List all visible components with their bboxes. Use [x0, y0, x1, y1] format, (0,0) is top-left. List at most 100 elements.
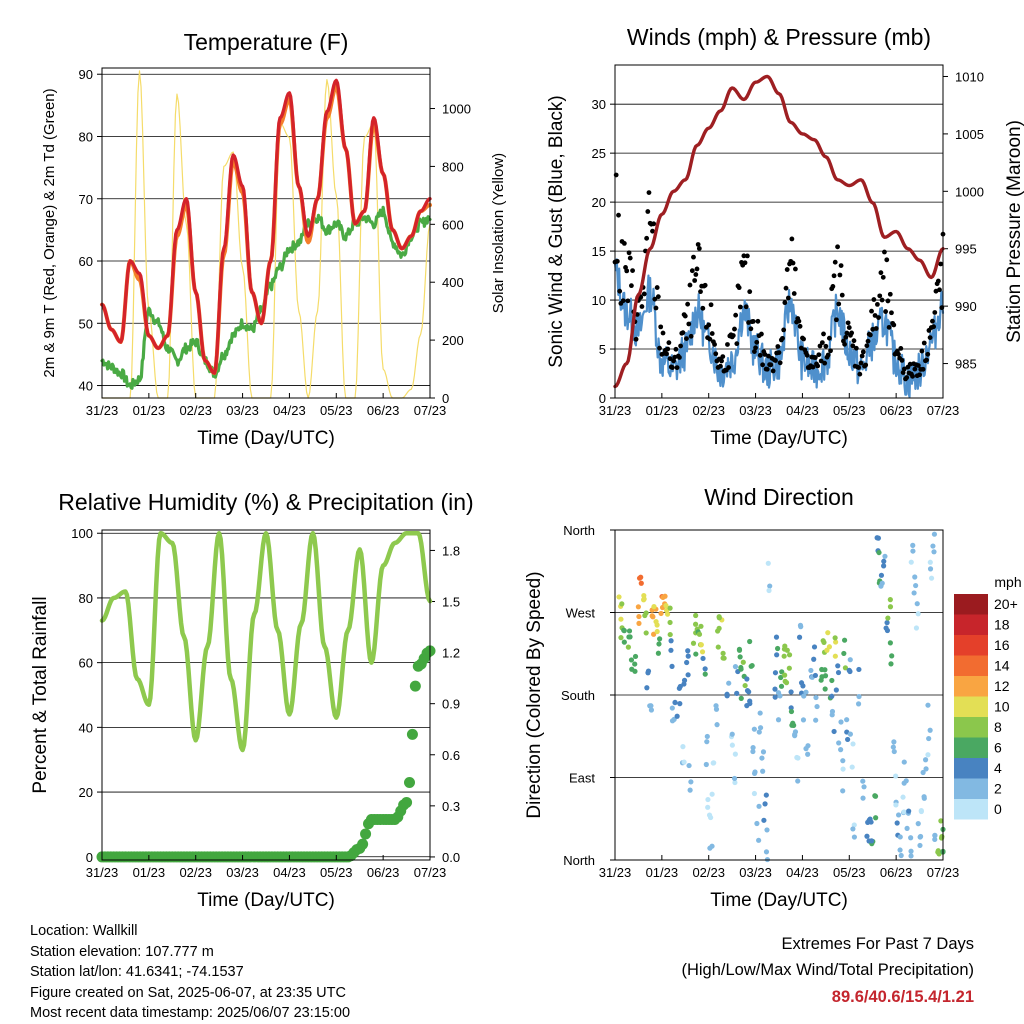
direction-point	[868, 819, 874, 825]
direction-point	[786, 652, 793, 658]
direction-point	[891, 748, 897, 755]
humidity-ytick-label: 80	[79, 591, 93, 606]
pressure-line	[613, 74, 945, 389]
legend-swatch	[954, 717, 988, 738]
winds-xtick-label: 04/23	[786, 403, 819, 418]
direction-point	[882, 553, 888, 559]
direction-point	[676, 685, 682, 691]
direction-point	[715, 644, 721, 650]
winds-xtick-label: 05/23	[833, 403, 866, 418]
direction-point	[831, 728, 837, 735]
wind-gust-point	[644, 235, 650, 241]
temperature-frame	[101, 67, 431, 399]
wind-gust-point	[859, 353, 865, 359]
direction-point	[710, 760, 716, 766]
direction-point	[644, 685, 650, 691]
direction-point	[851, 834, 858, 840]
direction-point	[800, 717, 807, 723]
wind-gust-point	[844, 330, 850, 336]
wind-gust-point	[773, 358, 778, 363]
wind-gust-point	[654, 285, 660, 290]
wind-gust-point	[863, 362, 869, 368]
wind-gust-point	[907, 361, 913, 367]
direction-point	[918, 808, 924, 815]
direction-point	[662, 593, 668, 599]
wind-gust-point	[685, 301, 691, 307]
wind-gust-point	[775, 344, 781, 349]
wind-gust-point	[876, 315, 881, 321]
legend-swatch	[954, 696, 988, 717]
winds-ytick-label: 20	[592, 195, 606, 210]
humidity-y2tick-label: 1.2	[442, 646, 460, 661]
temperature-y2tick-label: 600	[442, 217, 464, 232]
winds-y2tick-label: 995	[955, 242, 977, 257]
direction-point	[847, 731, 853, 737]
wind-gust-point	[816, 352, 822, 358]
wind-gust-point	[621, 240, 627, 246]
wind-gust-point	[838, 263, 844, 269]
direction-point	[829, 677, 835, 684]
wind-gust-point	[784, 267, 790, 272]
humidity-ylabel: Percent & Total Rainfall	[30, 596, 51, 793]
wind-gust-point	[819, 340, 825, 346]
wind-gust-point	[653, 305, 659, 311]
direction-point	[641, 596, 647, 602]
winds-ytick-label: 30	[592, 97, 606, 112]
wind-gust-point	[665, 346, 671, 352]
wind-gust-point	[871, 297, 877, 302]
direction-point	[729, 731, 735, 737]
winds-y2tick-label: 985	[955, 357, 977, 372]
direction-point	[754, 820, 760, 827]
wind-gust-point	[879, 297, 885, 303]
direction-point	[825, 630, 831, 636]
wind-gust-point	[857, 371, 863, 377]
direction-point	[714, 722, 720, 728]
recent-text: Most recent data timestamp: 2025/06/07 2…	[30, 1005, 351, 1021]
direction-xtick-label: 04/23	[786, 865, 819, 880]
wind-gust-point	[698, 289, 703, 295]
wind-gust-point	[930, 318, 935, 324]
direction-point	[651, 604, 657, 610]
wind-gust-point	[887, 291, 893, 297]
direction-point	[841, 637, 848, 643]
winds-xtick-label: 01/23	[646, 403, 679, 418]
wind-gust-point	[630, 268, 635, 273]
humidity-xtick-label: 06/23	[367, 865, 400, 880]
wind-gust-point	[657, 345, 662, 351]
wind-gust-point	[748, 326, 754, 332]
wind-gust-point	[684, 336, 689, 342]
wind-gust-point	[712, 342, 717, 347]
legend-label: 20+	[994, 596, 1018, 612]
wind-gust-point	[821, 331, 826, 337]
direction-point	[796, 634, 803, 640]
wind-gust-point	[889, 310, 894, 316]
wind-gust-point	[757, 352, 763, 358]
wind-gust-point	[660, 330, 666, 336]
wind-gust-point	[804, 352, 810, 358]
wind-gust-point	[686, 321, 692, 327]
wind-gust-point	[850, 343, 856, 349]
direction-point	[693, 651, 699, 657]
winds-series	[612, 74, 946, 398]
wind-gust-point	[837, 272, 843, 278]
wind-gust-point	[725, 342, 730, 347]
wind-gust-point	[667, 356, 673, 362]
direction-point	[844, 717, 850, 723]
direction-point	[621, 639, 627, 645]
legend-label: 0	[994, 801, 1002, 817]
direction-point	[832, 653, 838, 659]
winds-xtick-label: 07/23	[927, 403, 960, 418]
direction-point	[879, 580, 885, 586]
wind-gust-point	[720, 354, 726, 359]
wind-gust-point	[737, 304, 743, 310]
direction-point	[920, 769, 926, 776]
winds-ytick-label: 25	[592, 146, 606, 161]
wind-gust-point	[834, 317, 839, 323]
wind-gust-point	[873, 326, 879, 331]
wind-gust-point	[920, 366, 926, 372]
rainfall-point	[409, 680, 421, 692]
direction-point	[759, 755, 765, 761]
direction-series	[616, 531, 946, 863]
direction-point	[724, 691, 730, 697]
direction-point	[917, 842, 923, 849]
